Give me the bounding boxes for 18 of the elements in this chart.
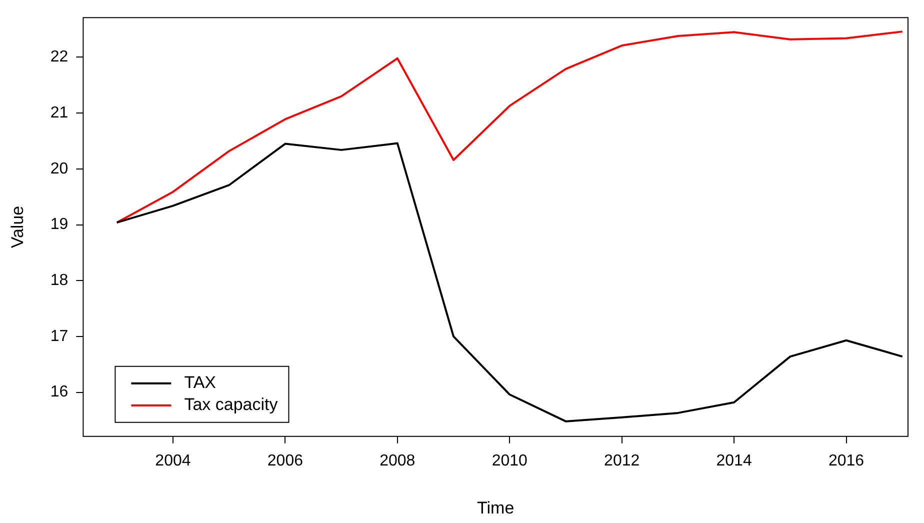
x-tick-label: 2016: [828, 452, 864, 470]
legend-label: Tax capacity: [184, 395, 278, 414]
y-tick-label: 17: [50, 328, 68, 345]
y-tick-label: 21: [50, 104, 68, 122]
y-tick-label: 22: [50, 48, 68, 66]
y-tick-label: 16: [50, 384, 68, 401]
x-tick-label: 2012: [604, 452, 640, 470]
x-tick-label: 2008: [380, 452, 416, 470]
y-axis-title: Value: [8, 206, 27, 248]
y-tick-label: 19: [50, 216, 68, 234]
x-tick-label: 2010: [492, 452, 528, 470]
legend-label: TAX: [184, 373, 216, 392]
x-tick-label: 2006: [267, 452, 304, 470]
x-tick-label: 2014: [716, 452, 752, 470]
x-axis-title: Time: [477, 498, 514, 518]
x-tick-label: 2004: [155, 452, 191, 470]
y-tick-label: 20: [50, 160, 68, 178]
y-tick-label: 18: [50, 272, 68, 290]
